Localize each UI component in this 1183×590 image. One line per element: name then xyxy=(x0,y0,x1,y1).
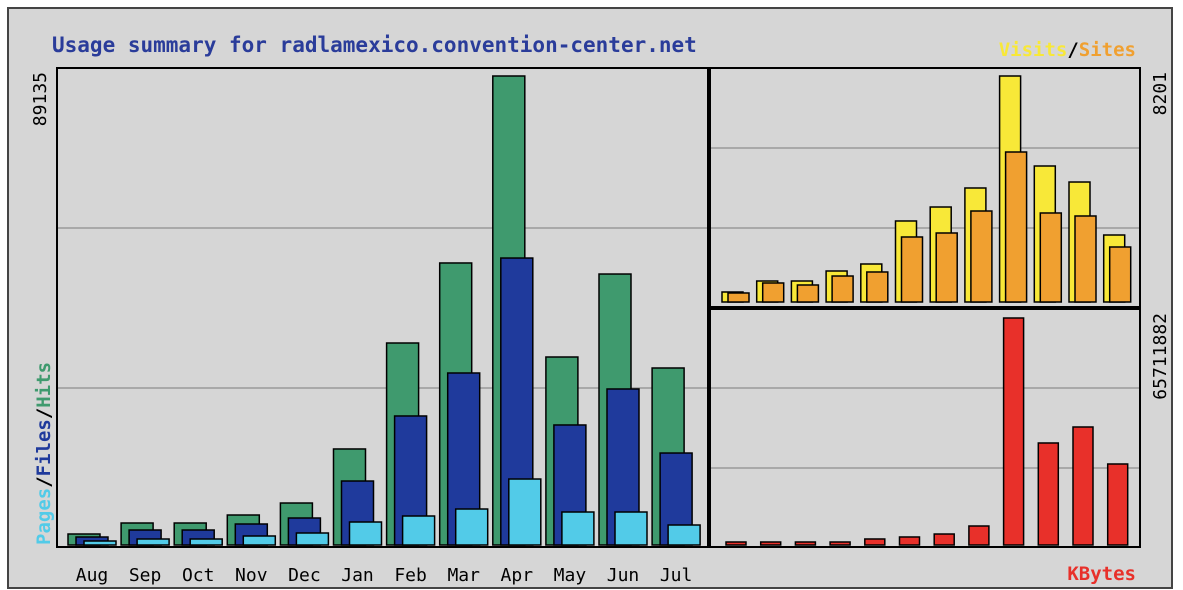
bar xyxy=(829,541,851,546)
bar xyxy=(831,275,854,303)
y-tick-label: 8201 xyxy=(1150,72,1171,115)
legend-entry: Files xyxy=(33,419,55,476)
bar xyxy=(295,532,330,546)
bar xyxy=(796,284,820,303)
bar xyxy=(794,541,817,546)
legend-separator: / xyxy=(1067,39,1078,61)
legend-entry: Pages xyxy=(33,488,55,545)
legend-separator: / xyxy=(33,476,55,487)
bar xyxy=(725,541,747,546)
legend-entry: Sites xyxy=(1079,39,1136,61)
x-tick-label: Jan xyxy=(341,565,374,586)
bar xyxy=(970,210,993,303)
bar xyxy=(83,540,117,546)
legend: Pages/Files/Hits xyxy=(33,362,55,545)
x-tick-label: Mar xyxy=(447,565,480,586)
y-tick-label: 89135 xyxy=(30,72,51,126)
bar xyxy=(759,541,782,546)
legend: KBytes xyxy=(1067,563,1136,585)
x-tick-label: Sep xyxy=(129,565,162,586)
bar xyxy=(1039,212,1063,303)
chart-title: Usage summary for radlamexico.convention… xyxy=(52,33,697,57)
x-tick-label: Nov xyxy=(235,565,268,586)
bar xyxy=(508,478,542,546)
bar xyxy=(561,511,595,546)
y-tick-label: 65711882 xyxy=(1150,313,1171,400)
bar xyxy=(1106,463,1129,546)
plot-area xyxy=(709,308,1141,548)
legend-separator: / xyxy=(33,408,55,419)
bar xyxy=(761,282,785,303)
bar xyxy=(614,511,648,546)
x-tick-label: Jul xyxy=(660,565,693,586)
legend: Visits/Sites xyxy=(999,39,1136,61)
bar xyxy=(864,538,886,546)
bar xyxy=(189,538,223,546)
bar xyxy=(1074,215,1097,303)
bar xyxy=(898,536,921,546)
legend-entry: KBytes xyxy=(1067,563,1136,585)
bar xyxy=(1004,151,1028,303)
bar xyxy=(454,508,489,546)
x-tick-label: Feb xyxy=(394,565,427,586)
bar xyxy=(1108,246,1132,303)
x-tick-label: Apr xyxy=(501,565,534,586)
bar xyxy=(935,232,958,303)
bar xyxy=(900,236,924,303)
bar xyxy=(968,525,990,546)
x-tick-label: Dec xyxy=(288,565,321,586)
bar xyxy=(348,521,383,546)
x-tick-label: Aug xyxy=(76,565,109,586)
x-tick-label: Jun xyxy=(607,565,640,586)
bar xyxy=(1002,317,1025,546)
x-tick-label: Oct xyxy=(182,565,215,586)
legend-entry: Hits xyxy=(33,362,55,408)
legend-entry: Visits xyxy=(999,39,1068,61)
bar xyxy=(667,524,701,546)
bar xyxy=(242,535,277,546)
bar xyxy=(136,538,170,546)
x-tick-label: May xyxy=(554,565,587,586)
bar xyxy=(401,515,436,546)
bar xyxy=(1037,442,1060,546)
bar xyxy=(1072,426,1094,546)
bar xyxy=(866,271,889,303)
bar xyxy=(933,533,955,546)
bar xyxy=(727,292,750,303)
